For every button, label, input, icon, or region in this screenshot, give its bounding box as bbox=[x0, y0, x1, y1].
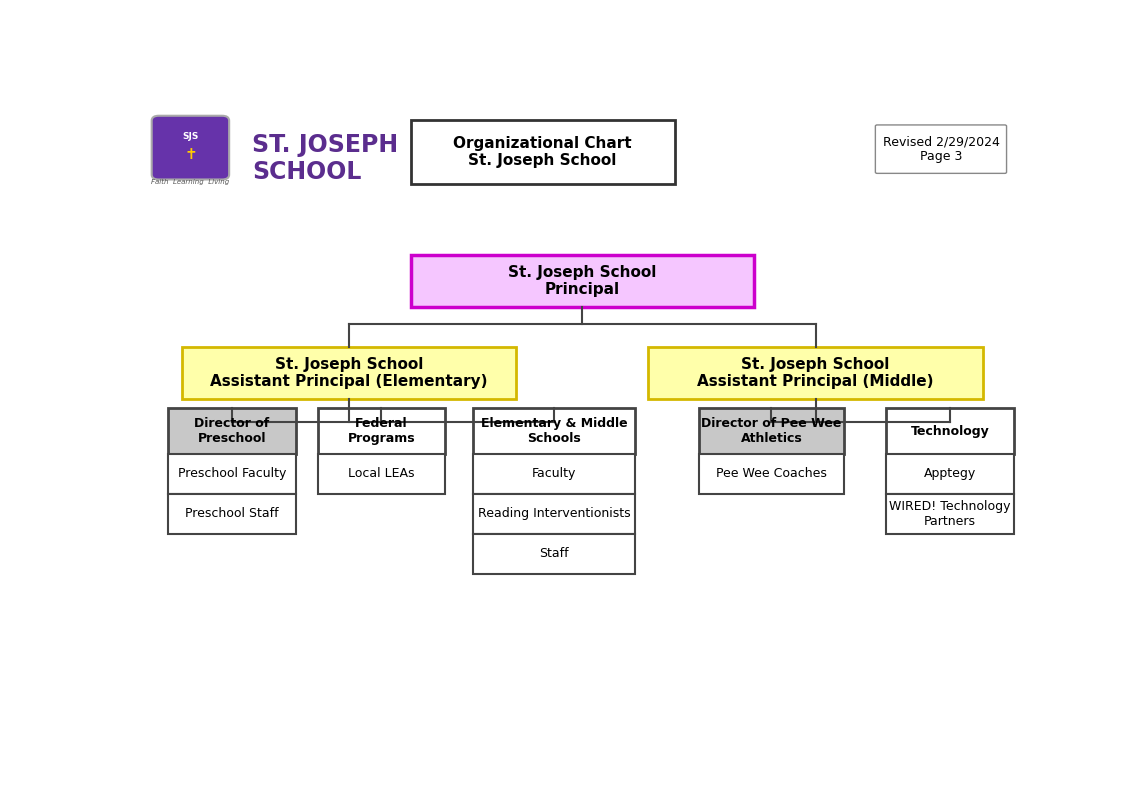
FancyBboxPatch shape bbox=[318, 454, 445, 494]
Text: Pee Wee Coaches: Pee Wee Coaches bbox=[716, 467, 827, 481]
FancyBboxPatch shape bbox=[886, 408, 1014, 454]
FancyBboxPatch shape bbox=[699, 408, 844, 454]
Text: ST. JOSEPH: ST. JOSEPH bbox=[252, 133, 399, 157]
Text: Apptegy: Apptegy bbox=[924, 467, 976, 481]
Text: Faith  Learning  Living: Faith Learning Living bbox=[151, 179, 229, 185]
Text: Preschool Staff: Preschool Staff bbox=[185, 507, 278, 521]
Text: Staff: Staff bbox=[540, 547, 569, 560]
Text: Director of Pee Wee
Athletics: Director of Pee Wee Athletics bbox=[701, 417, 842, 445]
Text: SJS: SJS bbox=[182, 132, 199, 141]
FancyBboxPatch shape bbox=[168, 408, 295, 454]
FancyBboxPatch shape bbox=[410, 120, 675, 185]
Text: St. Joseph School
Principal: St. Joseph School Principal bbox=[508, 265, 657, 297]
Text: SCHOOL: SCHOOL bbox=[252, 160, 361, 184]
Text: Elementary & Middle
Schools: Elementary & Middle Schools bbox=[481, 417, 627, 445]
FancyBboxPatch shape bbox=[152, 115, 229, 179]
Text: ✝: ✝ bbox=[184, 147, 197, 162]
Text: Preschool Faculty: Preschool Faculty bbox=[177, 467, 286, 481]
FancyBboxPatch shape bbox=[649, 347, 983, 399]
FancyBboxPatch shape bbox=[318, 408, 445, 454]
Text: Revised 2/29/2024
Page 3: Revised 2/29/2024 Page 3 bbox=[883, 135, 1000, 163]
FancyBboxPatch shape bbox=[473, 494, 635, 534]
FancyBboxPatch shape bbox=[168, 454, 295, 494]
FancyBboxPatch shape bbox=[410, 255, 754, 307]
Text: Technology: Technology bbox=[911, 424, 989, 438]
Text: St. Joseph School
Assistant Principal (Elementary): St. Joseph School Assistant Principal (E… bbox=[210, 357, 487, 389]
FancyBboxPatch shape bbox=[473, 454, 635, 494]
Text: Organizational Chart
St. Joseph School: Organizational Chart St. Joseph School bbox=[453, 136, 632, 169]
FancyBboxPatch shape bbox=[699, 454, 844, 494]
Text: Faculty: Faculty bbox=[532, 467, 576, 481]
FancyBboxPatch shape bbox=[886, 494, 1014, 534]
Text: WIRED! Technology
Partners: WIRED! Technology Partners bbox=[889, 500, 1011, 528]
Text: Director of
Preschool: Director of Preschool bbox=[194, 417, 269, 445]
FancyBboxPatch shape bbox=[876, 125, 1006, 174]
Text: Federal
Programs: Federal Programs bbox=[348, 417, 416, 445]
FancyBboxPatch shape bbox=[473, 534, 635, 574]
Text: Reading Interventionists: Reading Interventionists bbox=[478, 507, 630, 521]
Text: St. Joseph School
Assistant Principal (Middle): St. Joseph School Assistant Principal (M… bbox=[698, 357, 934, 389]
FancyBboxPatch shape bbox=[168, 494, 295, 534]
FancyBboxPatch shape bbox=[473, 408, 635, 454]
FancyBboxPatch shape bbox=[182, 347, 516, 399]
Text: Local LEAs: Local LEAs bbox=[349, 467, 415, 481]
FancyBboxPatch shape bbox=[886, 454, 1014, 494]
